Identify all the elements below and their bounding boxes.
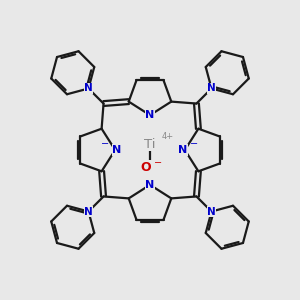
- Text: N: N: [207, 206, 216, 217]
- Text: −: −: [154, 158, 162, 168]
- Text: Ti: Ti: [144, 138, 156, 151]
- Text: −: −: [101, 139, 110, 149]
- Text: N: N: [146, 110, 154, 120]
- Text: 4+: 4+: [161, 132, 173, 141]
- Text: N: N: [84, 206, 93, 217]
- Text: N: N: [207, 83, 216, 94]
- Text: N: N: [112, 145, 122, 155]
- Text: O: O: [141, 161, 152, 174]
- Text: N: N: [146, 180, 154, 190]
- Text: −: −: [190, 139, 199, 149]
- Text: N: N: [84, 83, 93, 94]
- Text: N: N: [178, 145, 188, 155]
